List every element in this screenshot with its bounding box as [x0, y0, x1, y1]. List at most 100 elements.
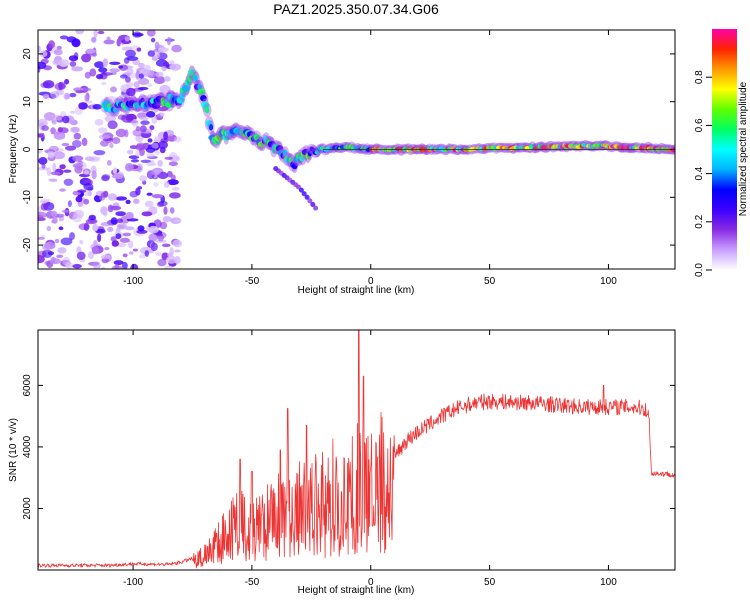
noise-blob [97, 30, 105, 35]
noise-blob [161, 65, 167, 71]
noise-blob [62, 115, 70, 124]
snr-y-ticks: 2000 4000 6000 [22, 374, 675, 520]
noise-blob [132, 248, 138, 252]
noise-blob [94, 119, 104, 126]
noise-blob [42, 93, 50, 100]
noise-blob [169, 207, 175, 214]
noise-blob [38, 133, 44, 138]
noise-blob [124, 36, 130, 42]
noise-blob [111, 240, 120, 247]
noise-blob [76, 251, 86, 260]
noise-blob [72, 140, 82, 148]
noise-blob [125, 211, 134, 220]
noise-blob [38, 45, 41, 53]
ridge-cell [200, 95, 207, 102]
y-tick-label: 10 [22, 96, 33, 108]
noise-blob [154, 251, 162, 257]
noise-blob [70, 126, 80, 133]
noise-blob [150, 242, 158, 252]
noise-blob [114, 264, 120, 269]
noise-blob [64, 78, 70, 85]
ridge-cell [201, 102, 210, 109]
noise-blob [83, 183, 94, 191]
y-tick-label: 6000 [22, 374, 33, 397]
noise-blob [77, 189, 87, 193]
noise-blob [146, 162, 157, 167]
noise-blob [107, 193, 118, 201]
noise-blob [75, 90, 84, 94]
noise-blob [115, 233, 122, 240]
noise-blob [125, 49, 136, 58]
noise-blob [130, 159, 140, 163]
noise-blob [75, 195, 83, 203]
noise-blob [121, 114, 134, 123]
colorbar-tick-label: 0.4 [694, 166, 705, 180]
snr-panel: -100 -50 0 50 100 2000 4000 6000 Height of str… [8, 329, 676, 596]
noise-blob [147, 138, 153, 143]
noise-blob [98, 127, 108, 134]
noise-blob [126, 81, 134, 88]
noise-blob [166, 170, 173, 178]
noise-blob [57, 127, 64, 133]
noise-blob [109, 61, 121, 65]
noise-blob [156, 233, 163, 237]
ridge-cell [193, 75, 198, 82]
noise-blob [138, 62, 145, 69]
noise-blob [137, 112, 148, 119]
noise-blob [65, 145, 76, 151]
y-tick-label: 4000 [22, 435, 33, 458]
noise-blob [157, 159, 163, 167]
noise-blob [101, 72, 113, 76]
noise-blob [148, 225, 159, 234]
noise-blob [89, 68, 97, 77]
noise-blob [38, 149, 43, 154]
noise-blob [52, 59, 63, 66]
noise-blob [50, 258, 61, 265]
noise-blob [73, 209, 85, 218]
noise-blob [42, 80, 55, 89]
noise-blob [157, 106, 169, 112]
noise-blob [113, 173, 124, 179]
figure-title: PAZ1.2025.350.07.34.G06 [273, 1, 439, 17]
heatmap-y-axis-label: Frequency (Hz) [8, 115, 19, 184]
noise-blob [158, 92, 167, 97]
branch-cell [304, 194, 310, 200]
noise-blob [91, 36, 97, 43]
noise-blob [137, 86, 149, 91]
noise-blob [101, 81, 107, 86]
noise-blob [158, 140, 169, 149]
noise-blob [135, 150, 141, 157]
y-tick-label: 2000 [22, 497, 33, 520]
noise-blob [63, 178, 74, 186]
noise-blob [147, 83, 153, 88]
noise-blob [69, 232, 75, 241]
noise-blob [109, 142, 114, 149]
noise-blob [100, 222, 112, 227]
noise-blob [100, 206, 108, 215]
noise-blob [104, 115, 117, 123]
noise-blob [164, 76, 171, 82]
noise-blob [110, 86, 117, 93]
branch-cell [298, 187, 304, 193]
noise-blob [100, 140, 109, 147]
noise-blob [102, 58, 109, 67]
noise-blob [160, 112, 165, 117]
noise-blob [106, 36, 111, 42]
noise-blob [167, 179, 179, 186]
noise-blob [146, 111, 156, 118]
noise-blob [116, 223, 128, 230]
noise-blob [133, 81, 140, 88]
noise-blob [48, 178, 58, 182]
noise-blob [128, 240, 134, 249]
noise-blob [118, 65, 123, 69]
noise-blob [81, 137, 88, 147]
noise-blob [52, 118, 57, 125]
noise-blob [100, 254, 111, 260]
noise-blob [157, 47, 169, 53]
colorbar-tick-label: 0.0 [694, 263, 705, 277]
noise-blob [104, 247, 110, 251]
noise-blob [127, 149, 134, 155]
noise-blob [129, 145, 138, 150]
noise-blob [67, 200, 72, 208]
